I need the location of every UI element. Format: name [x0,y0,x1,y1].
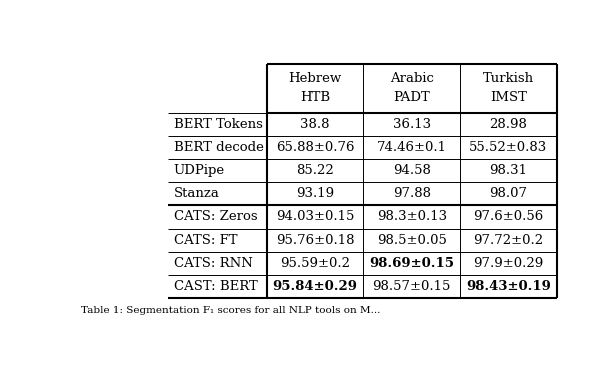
Text: 85.22: 85.22 [296,164,334,177]
Text: CATS: RNN: CATS: RNN [173,257,252,270]
Text: 97.72±0.2: 97.72±0.2 [473,234,544,247]
Text: 36.13: 36.13 [393,118,431,131]
Text: BERT Tokens: BERT Tokens [173,118,263,131]
Text: Table 1: Segmentation F₁ scores for all NLP tools on M...: Table 1: Segmentation F₁ scores for all … [81,306,380,315]
Text: 98.69±0.15: 98.69±0.15 [369,257,454,270]
Text: Turkish
IMST: Turkish IMST [483,72,534,104]
Text: 98.57±0.15: 98.57±0.15 [373,280,451,293]
Text: CAST: BERT: CAST: BERT [173,280,257,293]
Text: 74.46±0.1: 74.46±0.1 [377,141,447,154]
Text: 97.9±0.29: 97.9±0.29 [473,257,544,270]
Text: 65.88±0.76: 65.88±0.76 [276,141,354,154]
Text: CATS: Zeros: CATS: Zeros [173,210,257,224]
Text: Arabic
PADT: Arabic PADT [390,72,434,104]
Text: 93.19: 93.19 [296,187,334,200]
Text: BERT decode: BERT decode [173,141,263,154]
Text: 95.84±0.29: 95.84±0.29 [272,280,358,293]
Text: UDPipe: UDPipe [173,164,225,177]
Text: 94.58: 94.58 [393,164,430,177]
Text: Hebrew
HTB: Hebrew HTB [289,72,342,104]
Text: 38.8: 38.8 [300,118,330,131]
Text: 97.6±0.56: 97.6±0.56 [473,210,544,224]
Text: 98.3±0.13: 98.3±0.13 [377,210,447,224]
Text: CATS: FT: CATS: FT [173,234,237,247]
Text: 95.59±0.2: 95.59±0.2 [280,257,350,270]
Text: 28.98: 28.98 [489,118,527,131]
Text: Stanza: Stanza [173,187,219,200]
Text: 98.43±0.19: 98.43±0.19 [466,280,551,293]
Text: 98.31: 98.31 [489,164,527,177]
Text: 95.76±0.18: 95.76±0.18 [276,234,354,247]
Text: 55.52±0.83: 55.52±0.83 [469,141,547,154]
Text: 94.03±0.15: 94.03±0.15 [276,210,354,224]
Text: 97.88: 97.88 [393,187,430,200]
Text: 98.07: 98.07 [489,187,527,200]
Text: 98.5±0.05: 98.5±0.05 [377,234,447,247]
